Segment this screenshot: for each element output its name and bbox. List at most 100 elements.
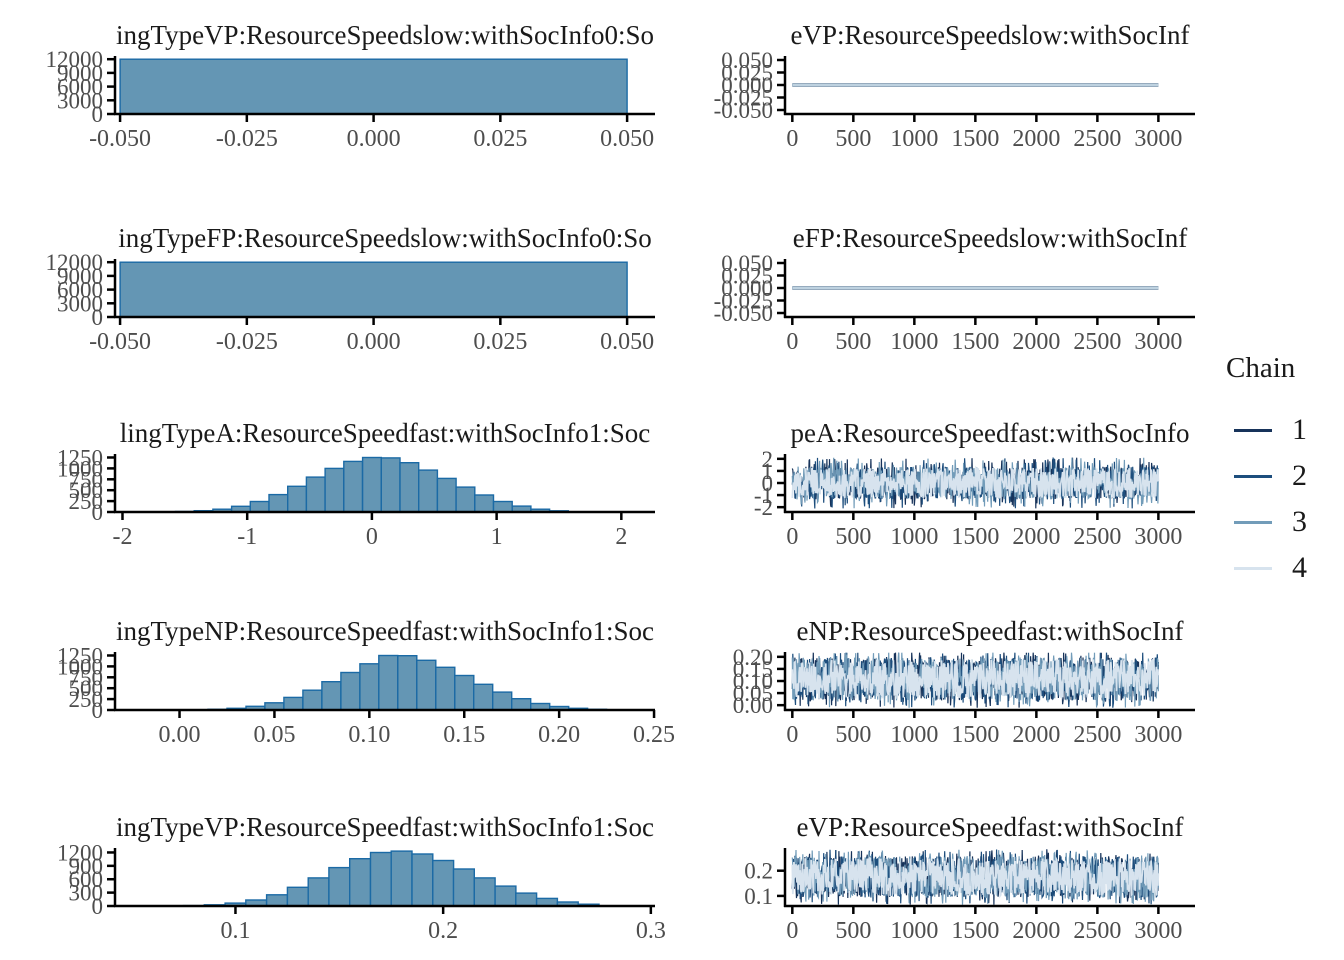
- svg-text:500: 500: [835, 524, 871, 550]
- svg-text:0.15: 0.15: [733, 657, 773, 682]
- svg-text:9000: 9000: [57, 61, 103, 86]
- svg-text:0.00: 0.00: [159, 722, 201, 748]
- hist-panel-row5: ingTypeVP:ResourceSpeedfast:withSocInfo1…: [57, 812, 666, 944]
- svg-text:500: 500: [835, 722, 871, 748]
- svg-text:2: 2: [762, 447, 774, 472]
- svg-text:1000: 1000: [57, 456, 103, 481]
- svg-text:2000: 2000: [1012, 329, 1060, 355]
- hist-title-row2: ingTypeFP:ResourceSpeedslow:withSocInfo0…: [118, 223, 652, 253]
- svg-text:0: 0: [92, 102, 104, 127]
- svg-text:3000: 3000: [57, 88, 103, 113]
- legend-title: Chain: [1226, 352, 1296, 384]
- svg-text:2500: 2500: [1073, 126, 1121, 152]
- svg-text:250: 250: [69, 687, 104, 712]
- legend-label-chain-1: 1: [1292, 413, 1307, 446]
- svg-text:500: 500: [835, 126, 871, 152]
- svg-text:0.05: 0.05: [733, 681, 773, 706]
- svg-text:750: 750: [69, 467, 104, 492]
- svg-text:500: 500: [69, 478, 104, 503]
- svg-text:0.025: 0.025: [473, 329, 527, 355]
- svg-text:2500: 2500: [1073, 329, 1121, 355]
- trace-panel-row2: eFP:ResourceSpeedslow:withSocInf 0 500 100…: [714, 223, 1195, 355]
- svg-text:1000: 1000: [890, 524, 938, 550]
- svg-text:0.25: 0.25: [633, 722, 675, 748]
- svg-text:0.05: 0.05: [253, 722, 295, 748]
- hist-title-row5: ingTypeVP:ResourceSpeedfast:withSocInfo1…: [116, 812, 654, 842]
- trace-panel-row5: eVP:ResourceSpeedfast:withSocInf 0 500 100…: [744, 812, 1195, 944]
- svg-text:0: 0: [366, 524, 378, 550]
- svg-text:0.00: 0.00: [733, 693, 773, 718]
- svg-text:0: 0: [786, 126, 798, 152]
- hist-title-row3: lingTypeA:ResourceSpeedfast:withSocInfo1…: [120, 418, 651, 448]
- svg-text:1000: 1000: [890, 918, 938, 944]
- chain-1-line-swatch: [1234, 428, 1272, 432]
- svg-text:750: 750: [69, 665, 104, 690]
- legend-item-chain-2: 2: [1222, 453, 1342, 499]
- svg-text:2500: 2500: [1073, 722, 1121, 748]
- svg-text:12000: 12000: [46, 47, 104, 72]
- svg-text:6000: 6000: [57, 75, 103, 100]
- svg-text:0.000: 0.000: [721, 73, 773, 98]
- svg-text:-0.025: -0.025: [714, 86, 773, 111]
- svg-text:2500: 2500: [1073, 524, 1121, 550]
- svg-text:2: 2: [615, 524, 627, 550]
- svg-text:0.2: 0.2: [428, 918, 458, 944]
- svg-text:-0.050: -0.050: [89, 329, 151, 355]
- svg-text:1500: 1500: [951, 722, 999, 748]
- svg-text:0.10: 0.10: [733, 669, 773, 694]
- legend-item-chain-1: 1: [1222, 407, 1342, 453]
- svg-text:1000: 1000: [57, 654, 103, 679]
- svg-text:3000: 3000: [1134, 722, 1182, 748]
- svg-text:-0.050: -0.050: [714, 98, 773, 123]
- svg-text:3000: 3000: [1134, 918, 1182, 944]
- svg-text:0.000: 0.000: [347, 329, 401, 355]
- chain-3-line-swatch: [1234, 520, 1272, 524]
- svg-text:0.3: 0.3: [636, 918, 666, 944]
- trace-panel-row4: eNP:ResourceSpeedfast:withSocInf 0 500 100…: [733, 616, 1195, 748]
- svg-text:500: 500: [69, 676, 104, 701]
- trace-title-row4: eNP:ResourceSpeedfast:withSocInf: [797, 616, 1184, 646]
- chain-2-line-swatch: [1234, 474, 1272, 478]
- svg-text:0.1: 0.1: [220, 918, 250, 944]
- trace-title-row1: eVP:ResourceSpeedslow:withSocInf: [791, 20, 1190, 50]
- svg-text:2000: 2000: [1012, 524, 1060, 550]
- svg-text:0.15: 0.15: [443, 722, 485, 748]
- trace-title-row5: eVP:ResourceSpeedfast:withSocInf: [797, 812, 1184, 842]
- hist-title-row1: ingTypeVP:ResourceSpeedslow:withSocInfo0…: [116, 20, 654, 50]
- svg-text:0: 0: [786, 524, 798, 550]
- svg-text:0.050: 0.050: [600, 329, 654, 355]
- svg-text:2000: 2000: [1012, 722, 1060, 748]
- svg-text:1: 1: [762, 459, 774, 484]
- trace-panel-row1: eVP:ResourceSpeedslow:withSocInf 0 500 100…: [714, 20, 1195, 152]
- svg-text:0.050: 0.050: [600, 126, 654, 152]
- legend-item-chain-3: 3: [1222, 499, 1342, 545]
- svg-text:2000: 2000: [1012, 918, 1060, 944]
- svg-text:0: 0: [92, 305, 104, 330]
- svg-text:0.20: 0.20: [733, 645, 773, 670]
- hist-panel-row2: ingTypeFP:ResourceSpeedslow:withSocInfo0…: [46, 223, 655, 355]
- svg-text:0: 0: [786, 722, 798, 748]
- svg-text:3000: 3000: [1134, 126, 1182, 152]
- trace-title-row2: eFP:ResourceSpeedslow:withSocInf: [793, 223, 1187, 253]
- svg-text:0: 0: [92, 500, 104, 525]
- svg-text:1000: 1000: [890, 126, 938, 152]
- svg-text:-0.050: -0.050: [714, 301, 773, 326]
- legend-label-chain-3: 3: [1292, 505, 1307, 538]
- svg-text:0.000: 0.000: [347, 126, 401, 152]
- svg-text:0.025: 0.025: [721, 264, 773, 289]
- svg-text:1500: 1500: [951, 918, 999, 944]
- svg-text:0.10: 0.10: [348, 722, 390, 748]
- legend-label-chain-2: 2: [1292, 459, 1307, 492]
- svg-text:0.1: 0.1: [744, 884, 773, 909]
- svg-text:-2: -2: [754, 495, 773, 520]
- svg-text:1250: 1250: [57, 643, 103, 668]
- hist-panel-row1: ingTypeVP:ResourceSpeedslow:withSocInfo0…: [46, 20, 655, 152]
- hist-panel-row3: lingTypeA:ResourceSpeedfast:withSocInfo1…: [57, 418, 655, 550]
- svg-text:0: 0: [92, 698, 104, 723]
- svg-text:1200: 1200: [57, 840, 103, 865]
- trace-title-row3: peA:ResourceSpeedfast:withSocInfo: [791, 418, 1190, 448]
- svg-text:900: 900: [69, 854, 104, 879]
- trace-panel-row3: peA:ResourceSpeedfast:withSocInfo 0 500 10…: [754, 418, 1195, 550]
- svg-text:0.000: 0.000: [721, 276, 773, 301]
- svg-text:600: 600: [69, 867, 104, 892]
